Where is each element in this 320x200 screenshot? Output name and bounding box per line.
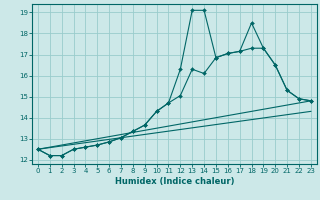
X-axis label: Humidex (Indice chaleur): Humidex (Indice chaleur) <box>115 177 234 186</box>
